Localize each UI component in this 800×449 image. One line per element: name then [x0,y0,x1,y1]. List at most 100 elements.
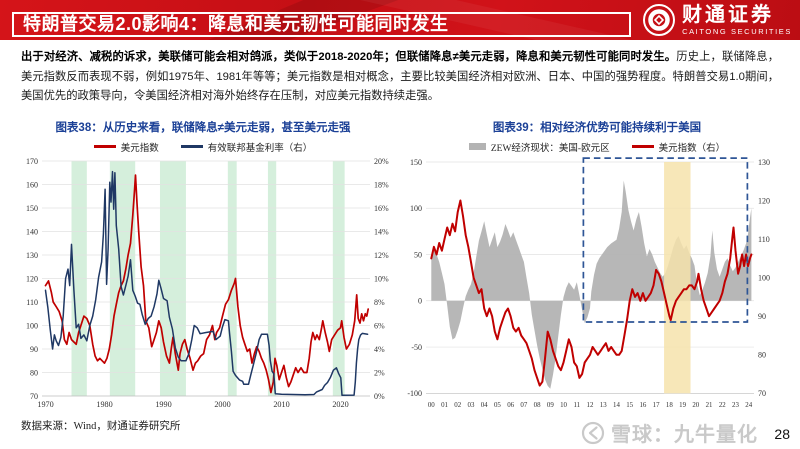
svg-text:120: 120 [758,196,770,205]
svg-text:16: 16 [639,402,646,409]
page-title: 特朗普交易2.0影响4：降息和美元韧性可能同时发生 [12,12,631,37]
svg-text:130: 130 [26,250,38,259]
chart38-canvas: 70 80 90 100 110 120 130 140 150 160 170 0% 2% 4% 6% 8%… [8,155,398,413]
svg-text:0: 0 [418,296,422,305]
svg-text:150: 150 [410,157,422,166]
chart39-legend: ZEW经济现状：美国-欧元区 美元指数（右） [402,139,792,155]
svg-text:14: 14 [613,402,620,409]
legend-label: 有效联邦基金利率（右） [207,143,313,154]
svg-text:120: 120 [26,274,38,283]
svg-text:70: 70 [30,391,38,400]
svg-text:80: 80 [30,368,38,377]
chart38-title: 图表38：从历史来看，联储降息≠美元走弱，甚至美元走强 [55,121,351,134]
caitong-coin-icon [643,4,676,36]
svg-text:2020: 2020 [332,400,348,409]
legend-item-fed-funds-rate: 有效联邦基金利率（右） [180,140,313,154]
svg-text:17: 17 [653,402,660,409]
charts-row: 图表38：从历史来看，联储降息≠美元走弱，甚至美元走强 美元指数 有效联邦基金利… [0,107,800,413]
svg-text:-50: -50 [411,342,422,351]
svg-text:20%: 20% [374,156,389,165]
svg-text:09: 09 [547,402,554,409]
figure-38: 图表38：从历史来看，联储降息≠美元走弱，甚至美元走强 美元指数 有效联邦基金利… [8,117,398,413]
brand-name-en: CAITONG SECURITIES [682,26,792,36]
data-source-note: 数据来源：Wind，财通证券研究所 [21,421,181,432]
red-line-swatch-icon [631,145,654,148]
svg-text:06: 06 [507,402,514,409]
svg-text:70: 70 [758,389,766,398]
legend-item-dollar-index-right: 美元指数（右） [631,140,726,154]
svg-text:20: 20 [692,402,699,409]
watermark: 雪球：九牛量化 [581,418,758,447]
chart39-title: 图表39：相对经济优势可能持续利于美国 [492,121,702,134]
svg-text:02: 02 [454,402,461,409]
svg-text:100: 100 [758,273,770,282]
svg-text:16%: 16% [374,203,389,212]
svg-text:4%: 4% [374,344,385,353]
svg-text:04: 04 [481,402,488,409]
svg-text:1980: 1980 [96,400,112,409]
chart39-canvas: 150 100 50 0 -50 -100 130 120 110 100 90 80 70 00 01 02… [402,155,792,413]
svg-text:10%: 10% [374,274,389,283]
svg-text:22: 22 [719,402,726,409]
svg-text:12%: 12% [374,250,389,259]
svg-text:110: 110 [26,297,38,306]
svg-text:110: 110 [758,234,770,243]
svg-text:0%: 0% [374,391,385,400]
figure-39: 图表39：相对经济优势可能持续利于美国 ZEW经济现状：美国-欧元区 美元指数（… [402,117,792,413]
svg-text:-100: -100 [407,389,422,398]
svg-text:150: 150 [26,203,38,212]
legend-item-dollar-index: 美元指数 [93,140,159,154]
snowball-logo-icon [581,421,605,444]
svg-text:13: 13 [600,402,607,409]
svg-text:100: 100 [26,321,38,330]
svg-text:90: 90 [30,344,38,353]
svg-text:2%: 2% [374,368,385,377]
svg-text:170: 170 [26,156,38,165]
legend-item-zew: ZEW经济现状：美国-欧元区 [468,140,610,154]
chart38-svg: 70 80 90 100 110 120 130 140 150 160 170 0% 2% 4% 6% 8%… [26,156,389,409]
svg-text:14%: 14% [374,227,389,236]
svg-text:50: 50 [414,250,422,259]
svg-text:23: 23 [732,402,739,409]
gray-area-swatch-icon [468,143,486,150]
red-line-swatch-icon [93,145,116,148]
svg-text:03: 03 [468,402,475,409]
legend-label: ZEW经济现状：美国-欧元区 [490,143,610,154]
page-number: 28 [774,426,790,442]
svg-text:18: 18 [666,402,673,409]
svg-text:01: 01 [441,402,448,409]
body-text-bold: 出于对经济、减税的诉求，美联储可能会相对鸽派，类似于2018-2020年；但联储… [21,51,677,63]
body-text-regular: 历史上，联储降息，美元指数反而表现不弱，例如1975年、1981年等等；美元指数… [21,51,779,102]
svg-text:19: 19 [679,402,686,409]
chart38-legend: 美元指数 有效联邦基金利率（右） [8,139,398,155]
svg-text:100: 100 [410,204,422,213]
svg-text:24: 24 [745,402,752,409]
svg-text:18%: 18% [374,180,389,189]
watermark-text: 雪球：九牛量化 [611,424,758,446]
svg-text:6%: 6% [374,321,385,330]
svg-text:80: 80 [758,350,766,359]
svg-text:140: 140 [26,227,38,236]
body-paragraph: 出于对经济、减税的诉求，美联储可能会相对鸽派，类似于2018-2020年；但联储… [21,48,779,107]
svg-text:160: 160 [26,180,38,189]
legend-label: 美元指数 [120,143,159,154]
svg-text:07: 07 [520,402,527,409]
svg-text:1970: 1970 [37,400,53,409]
svg-text:130: 130 [758,157,770,166]
svg-text:12: 12 [587,402,594,409]
svg-text:8%: 8% [374,297,385,306]
svg-text:1990: 1990 [155,400,171,409]
svg-text:00: 00 [428,402,435,409]
svg-text:21: 21 [706,402,713,409]
svg-text:05: 05 [494,402,501,409]
svg-text:15: 15 [626,402,633,409]
legend-label: 美元指数（右） [658,143,726,154]
brand-logo: 财通证券 CAITONG SECURITIES [642,3,792,37]
brand-name-cn: 财通证券 [682,3,775,26]
svg-text:08: 08 [534,402,541,409]
svg-text:2000: 2000 [214,400,230,409]
header: 特朗普交易2.0影响4：降息和美元韧性可能同时发生 财通证券 CAITONG S… [0,0,800,40]
navy-line-swatch-icon [180,145,203,148]
chart39-svg: 150 100 50 0 -50 -100 130 120 110 100 90 80 70 00 01 02… [407,156,770,409]
